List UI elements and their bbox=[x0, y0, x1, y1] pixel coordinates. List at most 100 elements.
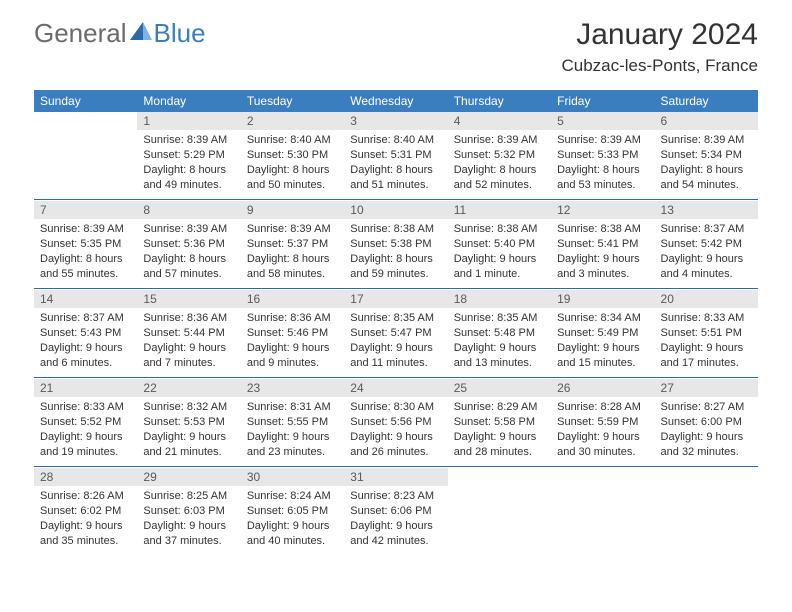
sunset-line: Sunset: 5:36 PM bbox=[143, 237, 234, 252]
daylight-line: Daylight: 8 hours and 54 minutes. bbox=[661, 163, 752, 193]
location-text: Cubzac-les-Ponts, France bbox=[561, 56, 758, 76]
daylight-line: Daylight: 9 hours and 11 minutes. bbox=[350, 341, 441, 371]
sunrise-line: Sunrise: 8:30 AM bbox=[350, 400, 441, 415]
calendar-cell: 24Sunrise: 8:30 AMSunset: 5:56 PMDayligh… bbox=[344, 379, 447, 465]
daylight-line: Daylight: 8 hours and 59 minutes. bbox=[350, 252, 441, 282]
daylight-line: Daylight: 9 hours and 3 minutes. bbox=[557, 252, 648, 282]
sunset-line: Sunset: 5:35 PM bbox=[40, 237, 131, 252]
sunrise-line: Sunrise: 8:35 AM bbox=[454, 311, 545, 326]
calendar-cell: 6 Sunrise: 8:39 AMSunset: 5:34 PMDaylight… bbox=[655, 112, 758, 198]
day-number-bar: 24 bbox=[344, 379, 447, 397]
calendar-cell: 14Sunrise: 8:37 AMSunset: 5:43 PMDayligh… bbox=[34, 290, 137, 376]
calendar-cell: 22Sunrise: 8:32 AMSunset: 5:53 PMDayligh… bbox=[137, 379, 240, 465]
daylight-line: Daylight: 9 hours and 19 minutes. bbox=[40, 430, 131, 460]
day-body: Sunrise: 8:33 AMSunset: 5:51 PMDaylight:… bbox=[655, 308, 758, 374]
calendar-cell: 12 Sunrise: 8:38 AMSunset: 5:41 PMDayligh… bbox=[551, 201, 654, 287]
sunset-line: Sunset: 5:34 PM bbox=[661, 148, 752, 163]
title-block: January 2024 Cubzac-les-Ponts, France bbox=[561, 18, 758, 76]
day-body: Sunrise: 8:40 AMSunset: 5:31 PMDaylight:… bbox=[344, 130, 447, 196]
daylight-line: Daylight: 9 hours and 9 minutes. bbox=[247, 341, 338, 371]
calendar-cell: 8Sunrise: 8:39 AMSunset: 5:36 PMDaylight… bbox=[137, 201, 240, 287]
day-body: Sunrise: 8:30 AMSunset: 5:56 PMDaylight:… bbox=[344, 397, 447, 463]
weekday-header: Tuesday bbox=[241, 90, 344, 112]
sunset-line: Sunset: 5:32 PM bbox=[454, 148, 545, 163]
day-body: Sunrise: 8:39 AMSunset: 5:36 PMDaylight:… bbox=[137, 219, 240, 285]
day-number-bar: 29 bbox=[137, 468, 240, 486]
sunrise-line: Sunrise: 8:32 AM bbox=[143, 400, 234, 415]
sunset-line: Sunset: 5:44 PM bbox=[143, 326, 234, 341]
sunrise-line: Sunrise: 8:36 AM bbox=[143, 311, 234, 326]
day-number-bar: 27 bbox=[655, 379, 758, 397]
day-number-bar: 9 bbox=[241, 201, 344, 219]
calendar-cell: 26Sunrise: 8:28 AMSunset: 5:59 PMDayligh… bbox=[551, 379, 654, 465]
day-body: Sunrise: 8:27 AMSunset: 6:00 PMDaylight:… bbox=[655, 397, 758, 463]
sunset-line: Sunset: 5:33 PM bbox=[557, 148, 648, 163]
calendar-cell: 17Sunrise: 8:35 AMSunset: 5:47 PMDayligh… bbox=[344, 290, 447, 376]
day-number-bar: 5 bbox=[551, 112, 654, 130]
month-title: January 2024 bbox=[561, 18, 758, 52]
daylight-line: Daylight: 9 hours and 17 minutes. bbox=[661, 341, 752, 371]
sunset-line: Sunset: 5:42 PM bbox=[661, 237, 752, 252]
sunset-line: Sunset: 5:46 PM bbox=[247, 326, 338, 341]
calendar-week-row: 14Sunrise: 8:37 AMSunset: 5:43 PMDayligh… bbox=[34, 290, 758, 376]
day-body: Sunrise: 8:36 AMSunset: 5:44 PMDaylight:… bbox=[137, 308, 240, 374]
sunset-line: Sunset: 5:59 PM bbox=[557, 415, 648, 430]
header: General Blue January 2024 Cubzac-les-Pon… bbox=[0, 0, 792, 84]
sunrise-line: Sunrise: 8:40 AM bbox=[247, 133, 338, 148]
day-body: Sunrise: 8:35 AMSunset: 5:47 PMDaylight:… bbox=[344, 308, 447, 374]
calendar-cell: 27Sunrise: 8:27 AMSunset: 6:00 PMDayligh… bbox=[655, 379, 758, 465]
weekday-header: Saturday bbox=[655, 90, 758, 112]
day-body: Sunrise: 8:24 AMSunset: 6:05 PMDaylight:… bbox=[241, 486, 344, 552]
sunset-line: Sunset: 5:41 PM bbox=[557, 237, 648, 252]
daylight-line: Daylight: 9 hours and 40 minutes. bbox=[247, 519, 338, 549]
sunrise-line: Sunrise: 8:28 AM bbox=[557, 400, 648, 415]
sunset-line: Sunset: 5:47 PM bbox=[350, 326, 441, 341]
day-body: Sunrise: 8:29 AMSunset: 5:58 PMDaylight:… bbox=[448, 397, 551, 463]
calendar-cell: 13Sunrise: 8:37 AMSunset: 5:42 PMDayligh… bbox=[655, 201, 758, 287]
sunrise-line: Sunrise: 8:37 AM bbox=[661, 222, 752, 237]
sunset-line: Sunset: 5:38 PM bbox=[350, 237, 441, 252]
sunrise-line: Sunrise: 8:33 AM bbox=[40, 400, 131, 415]
daylight-line: Daylight: 8 hours and 49 minutes. bbox=[143, 163, 234, 193]
weekday-row: SundayMondayTuesdayWednesdayThursdayFrid… bbox=[34, 90, 758, 112]
sunrise-line: Sunrise: 8:39 AM bbox=[661, 133, 752, 148]
sunset-line: Sunset: 5:58 PM bbox=[454, 415, 545, 430]
calendar-week-row: 7 Sunrise: 8:39 AM Sunset: 5:35 PM Daylight… bbox=[34, 201, 758, 287]
calendar-cell: 4Sunrise: 8:39 AMSunset: 5:32 PMDaylight… bbox=[448, 112, 551, 198]
sunrise-line: Sunrise: 8:29 AM bbox=[454, 400, 545, 415]
daylight-line: Daylight: 9 hours and 42 minutes. bbox=[350, 519, 441, 549]
day-number-bar: 6 bbox=[655, 112, 758, 130]
sunrise-line: Sunrise: 8:39 AM bbox=[247, 222, 338, 237]
calendar-table: SundayMondayTuesdayWednesdayThursdayFrid… bbox=[34, 90, 758, 554]
day-body: Sunrise: 8:37 AMSunset: 5:42 PMDaylight:… bbox=[655, 219, 758, 285]
calendar-cell: 23Sunrise: 8:31 AMSunset: 5:55 PMDayligh… bbox=[241, 379, 344, 465]
calendar-cell: 3Sunrise: 8:40 AMSunset: 5:31 PMDaylight… bbox=[344, 112, 447, 198]
sunset-line: Sunset: 5:55 PM bbox=[247, 415, 338, 430]
day-number-bar: 3 bbox=[344, 112, 447, 130]
calendar-week-row: 28Sunrise: 8:26 AMSunset: 6:02 PMDayligh… bbox=[34, 468, 758, 554]
sunrise-line: Sunrise: 8:40 AM bbox=[350, 133, 441, 148]
day-number-bar: 7 bbox=[34, 201, 137, 219]
sunset-line: Sunset: 6:06 PM bbox=[350, 504, 441, 519]
daylight-line: Daylight: 8 hours and 53 minutes. bbox=[557, 163, 648, 193]
daylight-line: Daylight: 9 hours and 37 minutes. bbox=[143, 519, 234, 549]
sunset-line: Sunset: 6:02 PM bbox=[40, 504, 131, 519]
calendar-cell: 30Sunrise: 8:24 AMSunset: 6:05 PMDayligh… bbox=[241, 468, 344, 554]
sunset-line: Sunset: 5:31 PM bbox=[350, 148, 441, 163]
day-number-bar: 16 bbox=[241, 290, 344, 308]
day-number-bar: 22 bbox=[137, 379, 240, 397]
sunrise-line: Sunrise: 8:38 AM bbox=[350, 222, 441, 237]
sunrise-line: Sunrise: 8:33 AM bbox=[661, 311, 752, 326]
sunset-line: Sunset: 5:49 PM bbox=[557, 326, 648, 341]
sunrise-line: Sunrise: 8:39 AM bbox=[454, 133, 545, 148]
calendar-cell bbox=[655, 468, 758, 554]
daylight-line: Daylight: 8 hours and 50 minutes. bbox=[247, 163, 338, 193]
sunset-line: Sunset: 5:53 PM bbox=[143, 415, 234, 430]
day-number-bar: 12 bbox=[551, 201, 654, 219]
day-body: Sunrise: 8:39 AMSunset: 5:33 PMDaylight:… bbox=[551, 130, 654, 196]
day-number-bar: 10 bbox=[344, 201, 447, 219]
calendar-cell: 9Sunrise: 8:39 AMSunset: 5:37 PMDaylight… bbox=[241, 201, 344, 287]
calendar-head: SundayMondayTuesdayWednesdayThursdayFrid… bbox=[34, 90, 758, 112]
day-body: Sunrise: 8:23 AMSunset: 6:06 PMDaylight:… bbox=[344, 486, 447, 552]
sunrise-line: Sunrise: 8:38 AM bbox=[557, 222, 648, 237]
